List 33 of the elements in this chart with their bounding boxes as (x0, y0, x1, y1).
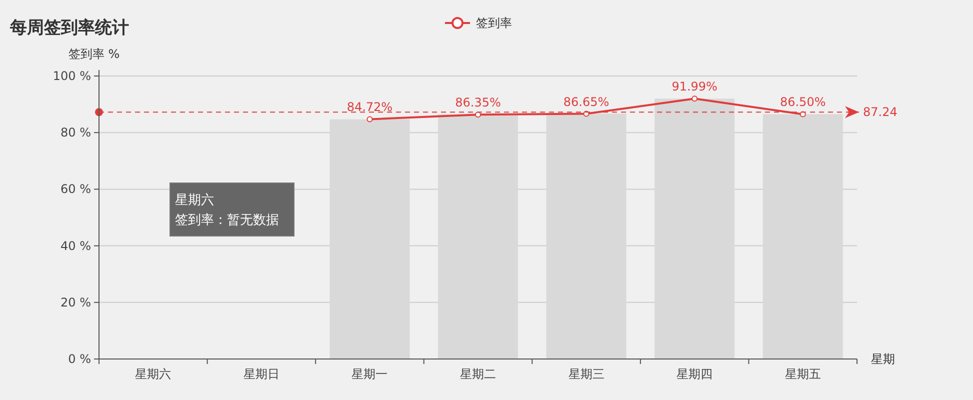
x-tick-label: 星期三 (568, 367, 604, 381)
y-axis-title: 签到率 % (68, 47, 120, 61)
y-tick-label: 100 % (52, 69, 91, 83)
bar (546, 114, 626, 359)
bar (438, 114, 518, 359)
x-tick-label: 星期五 (784, 367, 821, 381)
data-label: 86.35% (455, 96, 501, 110)
point (475, 112, 481, 118)
y-tick-label: 60 % (60, 182, 91, 196)
bar (762, 114, 843, 359)
annotation: 签到率：暂无数据 (175, 212, 279, 228)
y-tick-label: 20 % (60, 295, 91, 310)
legend-label: 签到率 (476, 16, 512, 30)
point (366, 116, 373, 122)
chart-title: 每周签到率统计 (9, 18, 129, 38)
bar (654, 98, 735, 359)
annotation: 星期六 (175, 193, 214, 208)
data-label: 84.72% (346, 100, 393, 114)
point (692, 96, 698, 102)
data-label: 86.50% (780, 95, 826, 110)
x-tick-label: 星期六 (135, 367, 172, 381)
data-label: 86.65% (563, 94, 610, 109)
y-tick-label: 80 % (60, 126, 91, 140)
ref-line-label: 87.24 (863, 105, 898, 120)
y-tick-label: 40 % (60, 238, 91, 253)
x-tick-label: 星期四 (676, 367, 713, 381)
x-axis-title: 星期 (871, 352, 895, 366)
x-tick-label: 星期二 (460, 367, 496, 381)
x-tick-label: 星期日 (243, 367, 280, 381)
data-label: 91.99% (672, 80, 718, 94)
bar (330, 119, 410, 359)
y-tick-label: 0 % (68, 352, 91, 366)
x-tick-label: 星期一 (352, 367, 388, 381)
